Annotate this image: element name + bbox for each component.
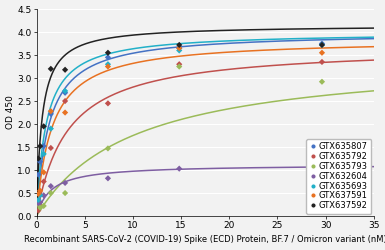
Point [176, 48, 182, 52]
Point [105, 101, 111, 105]
Point [37, 144, 43, 148]
Point [37, 189, 43, 193]
Point [105, 146, 111, 150]
Point [105, 176, 111, 180]
Point [40, 144, 47, 148]
Point [37, 206, 43, 210]
Point [62, 191, 68, 195]
Point [105, 64, 111, 68]
Point [48, 184, 54, 188]
Point [35, 198, 41, 202]
Point [48, 67, 54, 71]
Point [62, 181, 68, 185]
Point [176, 46, 182, 50]
Point [62, 89, 68, 93]
Point [37, 200, 43, 204]
Point [176, 167, 182, 171]
Point [105, 55, 111, 59]
Point [319, 80, 325, 84]
Point [62, 91, 68, 95]
Point [37, 160, 43, 164]
Point [105, 62, 111, 66]
Point [62, 110, 68, 114]
Point [40, 170, 47, 174]
Point [176, 46, 182, 50]
Y-axis label: OD 450: OD 450 [5, 96, 15, 130]
Point [62, 68, 68, 72]
Point [176, 64, 182, 68]
Point [319, 43, 325, 47]
Point [319, 43, 325, 47]
Point [35, 156, 41, 160]
Point [62, 99, 68, 103]
Point [319, 166, 325, 170]
Point [48, 191, 54, 195]
Point [40, 204, 47, 208]
Point [40, 193, 47, 197]
Point [319, 60, 325, 64]
Point [35, 208, 41, 212]
Point [48, 112, 54, 116]
Point [48, 109, 54, 113]
X-axis label: Recombinant SARS-CoV-2 (COVID-19) Spike (ECD) Protein, BF.7 / Omicron variant (n: Recombinant SARS-CoV-2 (COVID-19) Spike … [24, 236, 385, 244]
Point [40, 180, 47, 184]
Point [48, 146, 54, 150]
Point [176, 43, 182, 47]
Point [48, 127, 54, 131]
Point [35, 173, 41, 177]
Point [35, 202, 41, 206]
Point [176, 62, 182, 66]
Point [37, 204, 43, 208]
Point [40, 152, 47, 156]
Point [319, 51, 325, 55]
Legend: GTX635807, GTX635792, GTX635793, GTX632604, GTX635693, GTX637591, GTX637592: GTX635807, GTX635792, GTX635793, GTX6326… [306, 139, 371, 214]
Point [37, 193, 43, 197]
Point [319, 42, 325, 46]
Point [105, 51, 111, 55]
Point [35, 201, 41, 205]
Point [35, 192, 41, 196]
Point [40, 124, 47, 128]
